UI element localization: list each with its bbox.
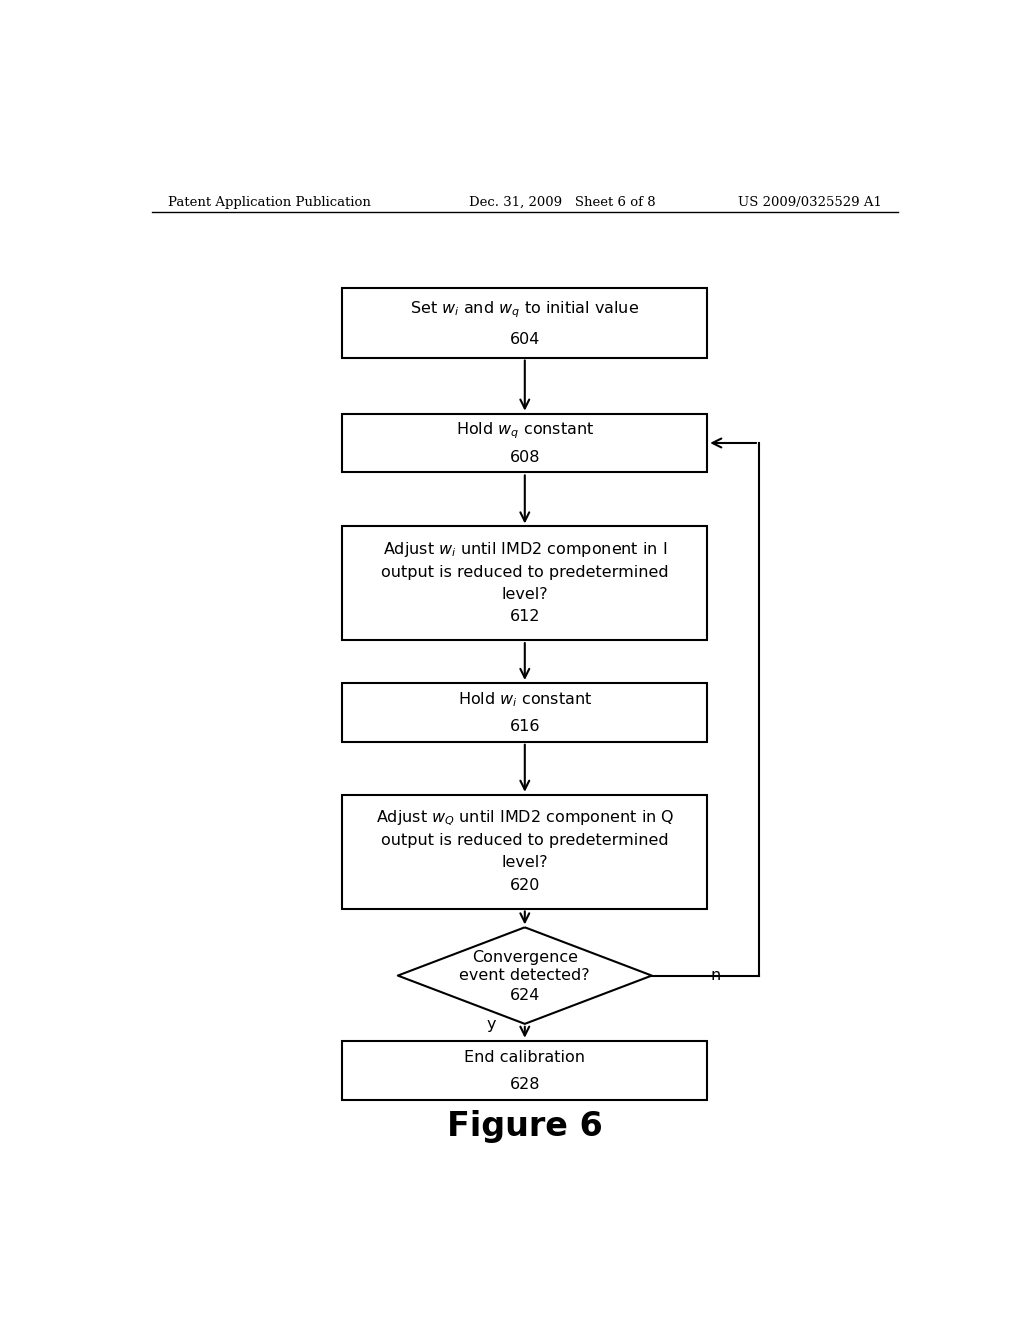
Text: event detected?: event detected?	[460, 968, 590, 983]
Text: output is reduced to predetermined: output is reduced to predetermined	[381, 833, 669, 847]
Text: 616: 616	[510, 719, 540, 734]
Text: y: y	[486, 1016, 497, 1032]
Text: Dec. 31, 2009   Sheet 6 of 8: Dec. 31, 2009 Sheet 6 of 8	[469, 195, 656, 209]
Bar	[342, 527, 708, 640]
Text: level?: level?	[502, 587, 548, 602]
Text: Convergence: Convergence	[472, 950, 578, 965]
Text: 628: 628	[510, 1077, 540, 1092]
Text: Set $w_i$ and $w_q$ to initial value: Set $w_i$ and $w_q$ to initial value	[411, 300, 639, 321]
Text: Hold $w_q$ constant: Hold $w_q$ constant	[456, 421, 594, 441]
Text: Adjust $w_i$ until IMD2 component in I: Adjust $w_i$ until IMD2 component in I	[383, 540, 667, 560]
Bar	[342, 1040, 708, 1100]
Bar	[342, 682, 708, 742]
Text: 612: 612	[510, 610, 540, 624]
Text: Adjust $w_Q$ until IMD2 component in Q: Adjust $w_Q$ until IMD2 component in Q	[376, 808, 674, 828]
Text: 620: 620	[510, 878, 540, 892]
Text: 624: 624	[510, 989, 540, 1003]
Bar	[342, 413, 708, 473]
Text: output is reduced to predetermined: output is reduced to predetermined	[381, 565, 669, 579]
Text: level?: level?	[502, 855, 548, 870]
Bar	[342, 289, 708, 358]
Text: n: n	[710, 968, 721, 983]
Text: Patent Application Publication: Patent Application Publication	[168, 195, 371, 209]
Text: 604: 604	[510, 331, 540, 347]
Text: End calibration: End calibration	[464, 1051, 586, 1065]
Text: Hold $w_i$ constant: Hold $w_i$ constant	[458, 690, 592, 709]
Text: 608: 608	[510, 450, 540, 465]
Text: US 2009/0325529 A1: US 2009/0325529 A1	[738, 195, 882, 209]
Bar	[342, 795, 708, 908]
Text: Figure 6: Figure 6	[446, 1110, 603, 1143]
